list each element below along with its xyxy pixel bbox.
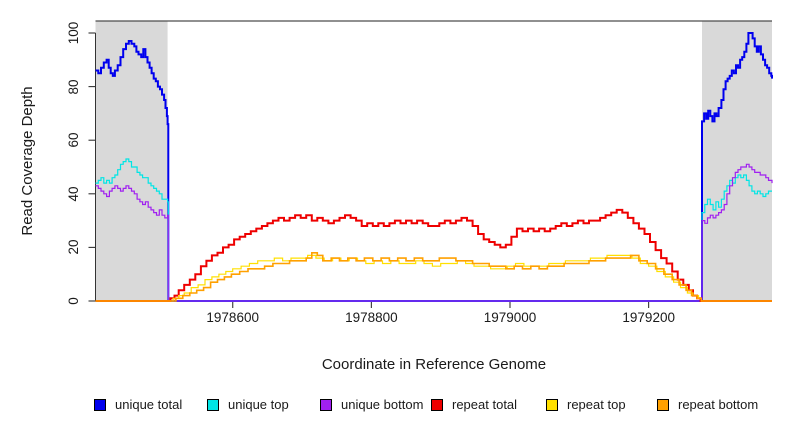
y-axis-title: Read Coverage Depth (19, 86, 36, 236)
legend-item-unique-total: unique total (94, 397, 182, 412)
series-unique-top-line (95, 158, 772, 302)
series-repeat-top-line (95, 254, 772, 302)
series-repeat-total-line (95, 208, 772, 302)
legend-item-repeat-top: repeat top (546, 397, 626, 412)
legend-label: repeat total (452, 397, 518, 412)
unique-top-swatch (207, 398, 219, 411)
legend-label: repeat bottom (678, 397, 759, 412)
x-tick-label-1978800: 1978800 (345, 310, 398, 325)
unique-total-swatch (94, 398, 106, 411)
repeat-top-swatch (546, 398, 558, 411)
legend-item-unique-bottom: unique bottom (320, 397, 423, 412)
unique-bottom-swatch (320, 398, 332, 411)
x-tick-label-1979200: 1979200 (622, 310, 675, 325)
legend-item-repeat-total: repeat total (431, 397, 517, 412)
legend-item-unique-top: unique top (207, 397, 289, 412)
y-tick-label-20: 20 (66, 239, 81, 255)
y-tick-label-40: 40 (66, 186, 81, 202)
series-unique-bottom-line (95, 163, 773, 302)
legend-label: repeat top (567, 397, 626, 412)
repeat-bottom-swatch (657, 398, 669, 411)
x-axis-title: Coordinate in Reference Genome (321, 356, 547, 373)
legend-item-repeat-bottom: repeat bottom (657, 397, 758, 412)
x-tick-label-1979000: 1979000 (483, 310, 537, 325)
y-tick-label-60: 60 (66, 132, 81, 148)
repeat-total-swatch (431, 398, 443, 411)
legend-label: unique top (228, 397, 289, 412)
y-tick-label-80: 80 (66, 79, 81, 95)
legend-label: unique total (115, 397, 183, 412)
shaded-region-1 (701, 21, 772, 301)
y-tick-label-0: 0 (66, 297, 81, 305)
y-tick-label-100: 100 (66, 21, 81, 45)
x-tick-label-1978600: 1978600 (206, 310, 259, 325)
series-repeat-bottom-line (95, 252, 772, 302)
legend-label: unique bottom (341, 397, 424, 412)
